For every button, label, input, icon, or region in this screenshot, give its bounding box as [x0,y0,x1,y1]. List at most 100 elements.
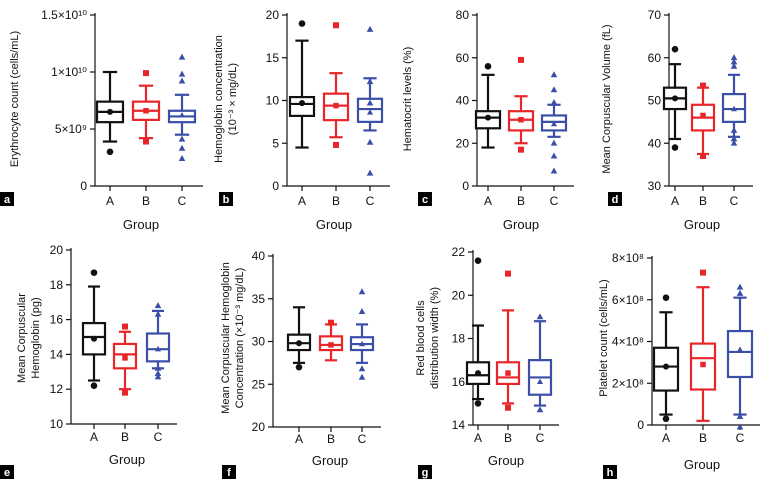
mean-marker [505,370,511,376]
box-group-a [288,20,316,149]
x-tick-label-a: A [298,194,306,208]
mean-marker [662,363,670,370]
mean-marker [154,345,162,352]
box-group-b [495,270,521,411]
box-iqr [288,95,316,117]
x-tick-label-c: C [358,432,367,446]
x-axis-label: Group [684,217,720,232]
outlier-point [474,400,482,407]
x-axis-label: Group [488,453,524,468]
outlier-point [154,373,162,380]
mean-marker [295,340,303,347]
panel-c: Hematocrit levels (%) Group c 0 20 40 60 80 A… [402,8,574,232]
x-tick-label-a: A [662,431,670,445]
box-group-c [145,302,171,380]
y-tick-label: 1.5×10¹⁰ [41,8,87,22]
x-tick-label-b: B [699,194,707,208]
mean-marker [122,355,128,361]
outlier-point [178,77,186,84]
y-axis-label-line2: (10⁻³ × mg/dL) [227,63,239,135]
outlier-point [505,404,511,411]
y-axis-label-line1: Mean Corpuscular Volume (fL) [601,24,613,173]
y-tick-label: 20 [452,288,466,302]
panel-letter-bg [418,465,432,479]
outlier-point [505,270,511,277]
y-tick-label: 35 [252,292,266,306]
outlier-point [122,323,128,330]
panel-letter-bg [603,465,617,479]
y-tick-label: 20 [456,136,470,150]
outlier-point [154,310,162,317]
panel-letter: e [4,467,10,479]
outlier-point [106,148,114,156]
x-tick-label-c: C [366,194,375,208]
outlier-point [328,319,334,326]
outlier-point [333,22,339,29]
y-tick-label: 14 [452,418,466,432]
y-tick-label: 20 [266,8,280,22]
outlier-point [550,167,558,174]
outlier-point [736,289,744,296]
box-group-a [465,257,491,407]
outlier-point [671,45,679,53]
x-tick-label-b: B [699,431,707,445]
outlier-point [154,369,162,376]
y-tick-label: 30 [252,335,266,349]
outlier-point [366,78,374,85]
panel-b: Hemoglobin concentration (10⁻³ × mg/dL) … [213,8,390,232]
outlier-point [550,139,558,146]
x-tick-label-c: C [154,430,163,444]
y-tick-label: 50 [648,94,662,108]
box-group-b [690,82,716,160]
panel-letter-bg [418,192,432,206]
outlier-point [730,135,738,142]
y-tick-label: 8×10⁸ [612,251,644,265]
y-tick-label: 18 [50,278,64,292]
outlier-point [178,155,186,162]
mean-marker [700,112,706,119]
box-group-a [652,294,680,423]
x-tick-label-b: B [517,194,525,208]
mean-marker [730,105,738,112]
x-tick-label-c: C [550,194,559,208]
y-axis-label-line2: distribution width (%) [429,287,441,389]
y-tick-label: 20 [50,243,64,257]
outlier-point [154,302,162,309]
outlier-point [700,269,706,276]
y-tick-label: 6×10⁸ [612,293,644,307]
box-group-c [167,53,197,162]
panel-letter: b [223,194,230,206]
box-group-c [721,54,747,146]
y-tick-label: 2×10⁸ [612,376,644,390]
y-tick-label: 60 [456,51,470,65]
outlier-point [730,54,738,61]
panel-d: Mean Corpuscular Volume (fL) Group d 30 4… [601,8,753,232]
outlier-point [178,144,186,151]
x-axis-label: Group [123,217,159,232]
outlier-point [671,144,679,151]
outlier-point [518,146,524,153]
panel-letter-bg [0,465,14,479]
y-tick-label: 22 [452,245,466,259]
panel-g: Red blood cells distribution width (%) G… [415,245,559,479]
mean-marker [106,108,114,115]
outlier-point [730,126,738,133]
y-tick-label: 1×10¹⁰ [51,65,87,79]
box-group-a [95,70,125,156]
outlier-point [736,283,744,290]
box-group-c [527,313,553,413]
mean-marker [366,109,374,115]
outlier-point [366,25,374,32]
outlier-point [536,313,544,320]
y-axis-label-line1: Erythrocyte count (cells/mL) [9,31,21,167]
y-axis-label-line1: Mean Corpuscular [16,293,28,383]
y-tick-label: 70 [648,8,662,22]
x-tick-label-c: C [178,194,187,208]
outlier-point [143,138,149,145]
box-group-c [356,25,384,176]
box-group-b [689,269,717,422]
y-tick-label: 16 [452,375,466,389]
outlier-point [178,53,186,60]
x-tick-label-b: B [142,194,150,208]
